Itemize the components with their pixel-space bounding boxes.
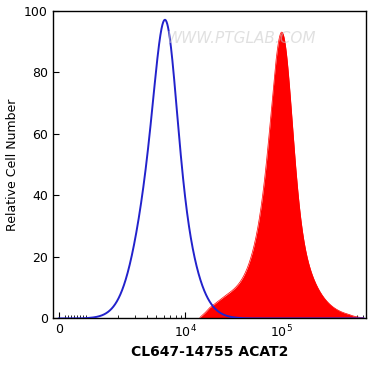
Y-axis label: Relative Cell Number: Relative Cell Number <box>6 98 19 231</box>
Text: WWW.PTGLAB.COM: WWW.PTGLAB.COM <box>166 31 316 46</box>
X-axis label: CL647-14755 ACAT2: CL647-14755 ACAT2 <box>131 345 288 360</box>
